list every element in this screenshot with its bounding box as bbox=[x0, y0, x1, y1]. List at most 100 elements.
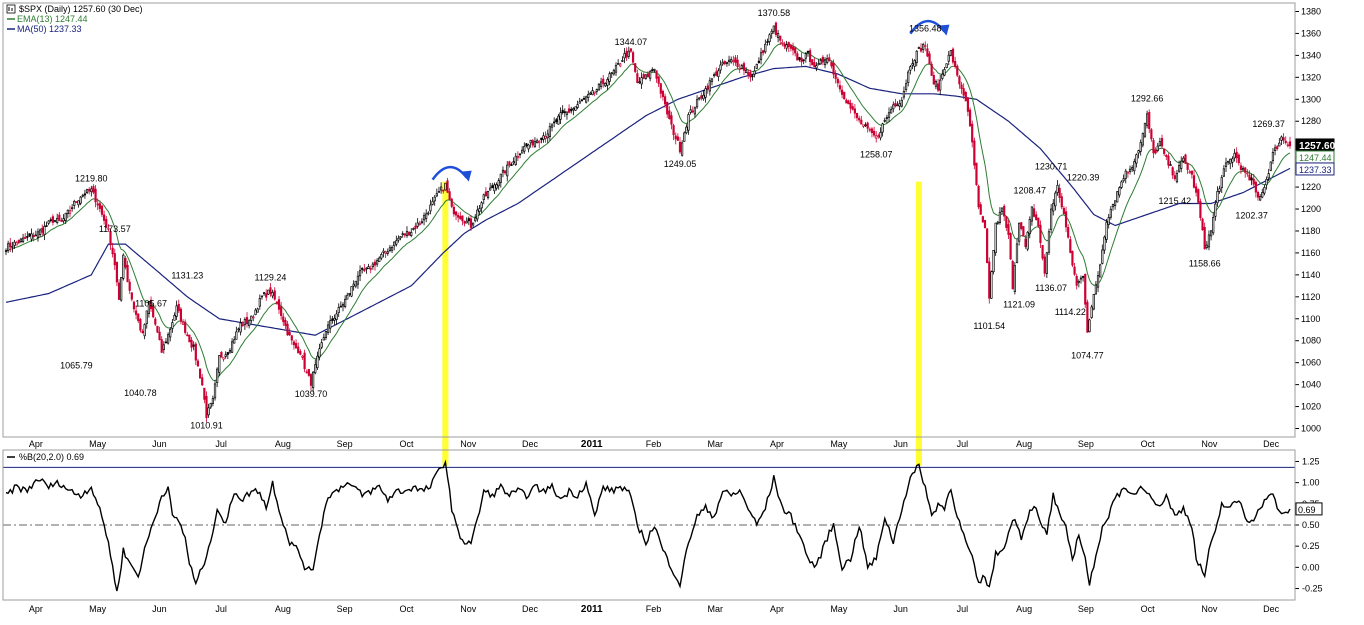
candle-body bbox=[1141, 133, 1144, 146]
candle-body bbox=[623, 53, 626, 59]
candle-body bbox=[762, 50, 765, 54]
candle-body bbox=[128, 281, 131, 291]
candle-body bbox=[1062, 208, 1066, 215]
candle-body bbox=[1124, 170, 1127, 179]
candle-body bbox=[1212, 217, 1215, 234]
indicator-tick-label: 0.00 bbox=[1302, 562, 1320, 572]
month-label-lower: Oct bbox=[399, 604, 414, 614]
candle-body bbox=[1060, 196, 1063, 208]
ma-legend-label: MA(50) 1237.33 bbox=[17, 24, 82, 34]
candle-body bbox=[361, 267, 364, 270]
candle-body bbox=[1163, 148, 1166, 154]
highlight-bar-lower-0 bbox=[442, 438, 449, 466]
price-annotation: 1131.23 bbox=[171, 270, 203, 280]
candle-body bbox=[1131, 167, 1134, 170]
candle-body bbox=[819, 59, 822, 65]
candle-body bbox=[98, 203, 101, 209]
candle-body bbox=[395, 240, 398, 245]
candle-body bbox=[346, 294, 349, 300]
candle-body bbox=[1022, 226, 1025, 237]
candle-body bbox=[115, 261, 119, 283]
candle-body bbox=[753, 70, 756, 75]
candle-body bbox=[565, 111, 569, 115]
candle-body bbox=[444, 182, 447, 191]
candle-body bbox=[414, 225, 417, 229]
candle-body bbox=[190, 339, 193, 348]
candle-body bbox=[996, 221, 999, 224]
candle-body bbox=[386, 251, 389, 254]
candle-body bbox=[1256, 191, 1260, 198]
candle-body bbox=[608, 73, 611, 82]
candle-body bbox=[405, 231, 409, 236]
candle-body bbox=[292, 341, 296, 346]
price-tick-label: 1340 bbox=[1301, 50, 1321, 60]
candle-body bbox=[446, 180, 449, 193]
candle-body bbox=[1250, 177, 1253, 181]
candle-body bbox=[1171, 167, 1174, 176]
candle-body bbox=[30, 233, 33, 240]
candle-body bbox=[1103, 236, 1106, 251]
ema-legend-label: EMA(13) 1247.44 bbox=[17, 14, 88, 24]
candle-body bbox=[1003, 205, 1006, 217]
candle-body bbox=[845, 99, 848, 104]
candle-body bbox=[992, 250, 995, 273]
candle-body bbox=[1054, 192, 1057, 207]
candle-body bbox=[499, 173, 502, 183]
candle-body bbox=[864, 124, 867, 127]
candle-body bbox=[781, 41, 784, 44]
candle-body bbox=[657, 76, 660, 84]
candle-body bbox=[872, 130, 876, 136]
candle-body bbox=[1214, 203, 1217, 217]
indicator-tick-label: -0.25 bbox=[1302, 584, 1323, 594]
candle-body bbox=[164, 341, 168, 344]
candle-body bbox=[582, 97, 586, 100]
candle-body bbox=[544, 136, 547, 139]
candle-body bbox=[1082, 276, 1085, 278]
month-label: Jun bbox=[152, 439, 167, 449]
candle-body bbox=[764, 43, 767, 53]
candle-body bbox=[860, 119, 863, 125]
candle-body bbox=[435, 193, 438, 197]
candle-body bbox=[768, 34, 771, 43]
candle-body bbox=[1169, 164, 1172, 166]
candle-body bbox=[1064, 211, 1068, 228]
candle-body bbox=[1282, 137, 1285, 141]
price-annotation: 1173.57 bbox=[99, 224, 131, 234]
candle-body bbox=[574, 106, 577, 111]
candle-body bbox=[853, 108, 856, 114]
candle-body bbox=[141, 331, 144, 333]
candle-body bbox=[1056, 184, 1059, 193]
value-badge-label: 1257.60 bbox=[1299, 141, 1336, 152]
candle-body bbox=[256, 308, 259, 313]
candle-body bbox=[1069, 239, 1072, 253]
indicator-layer: -0.250.000.250.500.751.001.250.69 bbox=[3, 456, 1323, 594]
price-tick-label: 1160 bbox=[1301, 248, 1320, 258]
candle-body bbox=[1013, 265, 1016, 292]
candle-body bbox=[480, 202, 483, 209]
candle-body bbox=[218, 355, 221, 373]
candle-body bbox=[62, 218, 65, 222]
candle-body bbox=[704, 88, 707, 98]
candle-body bbox=[674, 135, 677, 140]
candle-body bbox=[904, 83, 908, 90]
candle-body bbox=[563, 111, 566, 114]
candle-body bbox=[1005, 216, 1008, 228]
month-label-lower: Feb bbox=[646, 604, 662, 614]
candle-body bbox=[207, 407, 210, 416]
candle-body bbox=[964, 91, 967, 102]
candle-body bbox=[840, 89, 844, 95]
candle-body bbox=[687, 114, 690, 131]
candle-body bbox=[194, 343, 197, 361]
candle-body bbox=[130, 292, 133, 300]
month-label-lower: May bbox=[830, 604, 848, 614]
candle-body bbox=[919, 47, 923, 52]
candle-body bbox=[384, 251, 387, 254]
candle-body bbox=[459, 216, 462, 220]
price-annotation: 1040.78 bbox=[124, 388, 157, 398]
candle-body bbox=[894, 102, 897, 107]
candle-body bbox=[1173, 175, 1176, 180]
candle-body bbox=[369, 268, 372, 270]
candle-body bbox=[777, 33, 780, 38]
price-annotation: 1344.07 bbox=[615, 37, 648, 47]
price-annotation: 1370.58 bbox=[758, 8, 791, 18]
